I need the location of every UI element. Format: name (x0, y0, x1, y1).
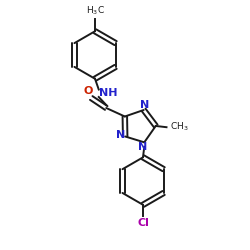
Text: Cl: Cl (137, 218, 149, 228)
Text: N: N (140, 100, 149, 110)
Text: N: N (116, 130, 125, 140)
Text: H$_3$C: H$_3$C (86, 5, 104, 18)
Text: CH$_3$: CH$_3$ (170, 121, 188, 134)
Text: O: O (84, 86, 93, 96)
Text: NH: NH (99, 88, 118, 98)
Text: N: N (138, 142, 148, 152)
